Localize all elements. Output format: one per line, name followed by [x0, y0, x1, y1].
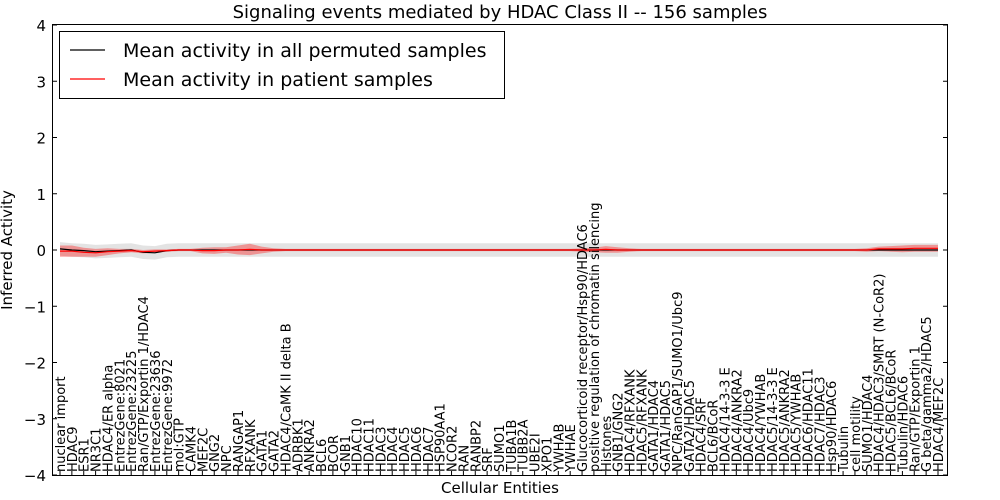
x-tick-label: RANBP2 — [469, 420, 484, 472]
x-tick-label: HDAC6 — [410, 426, 425, 472]
x-tick-label: positive regulation of chromatin silenci… — [588, 202, 603, 472]
x-tick-label: HDAC9 — [66, 426, 81, 472]
x-tick-label: Histones — [600, 416, 615, 472]
y-tick-label: −2 — [24, 355, 46, 373]
line-patient — [60, 247, 938, 254]
x-tick-label: EntrezGene:23636 — [149, 351, 164, 472]
x-tick-label: cell motility — [849, 396, 864, 472]
x-tick-label: HDAC4/14-3-3 E — [718, 367, 733, 472]
x-tick-label: HDAC5/RFXANK — [635, 369, 650, 472]
x-tick-label: ANKRA2 — [303, 419, 318, 472]
x-tick-label: HDAC4/YWHAB — [754, 374, 769, 472]
x-tick-label: NPC — [220, 445, 235, 472]
x-tick-label: SUMO1 — [493, 425, 508, 473]
x-tick-label: HDAC4/CaMK II delta B — [279, 323, 294, 472]
x-tick-label: HDAC5/BCL6/BCoR — [885, 350, 900, 472]
x-tick-label: TUBB2A — [517, 419, 532, 473]
x-tick-label: GATA1 — [256, 430, 271, 472]
x-tick-label: RANGAP1 — [232, 410, 247, 472]
y-tick-label: −1 — [24, 298, 46, 316]
x-tick-label: GATA2 — [268, 430, 283, 472]
x-tick-label: Ran/GTP/Exportin 1 — [908, 346, 923, 472]
x-tick-label: GNG2 — [208, 434, 223, 472]
x-tick-label: Glucocorticoid receptor/Hsp90/HDAC6 — [576, 224, 591, 472]
x-tick-label: HDAC4/SRF — [695, 397, 710, 472]
x-tick-label: ADRBK1 — [291, 418, 306, 472]
x-tick-label: HDAC4/Ubc9 — [742, 389, 757, 472]
y-tick-label: 4 — [36, 17, 46, 35]
x-tick-label: MEF2C — [196, 428, 211, 472]
x-tick-label: XPO1 — [540, 437, 555, 472]
x-axis-title: Cellular Entities — [441, 479, 559, 497]
x-tick-label: CAMK4 — [185, 426, 200, 472]
x-tick-label: BCL6 — [315, 439, 330, 472]
x-tick-label: UBE2I — [529, 433, 544, 472]
x-tick-label: BCOR — [327, 435, 342, 472]
x-tick-label: HDAC4/HDAC3/SMRT (N-CoR2) — [873, 274, 888, 472]
x-tick-label: HDAC5 — [398, 426, 413, 472]
x-tick-label: nuclear import — [54, 376, 69, 472]
x-tick-label: RFXANK — [244, 419, 259, 472]
x-tick-label: NPC/RanGAP1/SUMO1/Ubc9 — [671, 292, 686, 472]
x-tick-label: HDAC4/MEF2C — [932, 378, 947, 472]
legend: Mean activity in all permuted samples Me… — [59, 31, 505, 99]
x-tick-label: YWHAB — [552, 424, 567, 473]
x-tick-label: HDAC5/YWHAB — [790, 374, 805, 472]
x-tick-label: HDAC4/ER alpha — [101, 365, 116, 472]
x-tick-label: HDAC4/ANKRA2 — [730, 369, 745, 472]
x-tick-label: HDAC4 — [386, 426, 401, 472]
x-tick-label: ESR1 — [78, 438, 93, 472]
x-tick-label: YWHAE — [564, 424, 579, 473]
x-tick-label: HDAC11 — [362, 418, 377, 472]
y-tick-label: 2 — [36, 130, 46, 148]
x-tick-label: GNB1 — [339, 435, 354, 472]
x-tick-label: HDAC3 — [374, 426, 389, 472]
x-tick-label: HDAC4/RFXANK — [624, 369, 639, 472]
series-lines — [59, 247, 938, 254]
legend-label-patient: Mean activity in patient samples — [123, 69, 433, 91]
legend-box — [59, 31, 505, 99]
x-tick-label: G beta/gamma2/HDAC5 — [920, 316, 935, 472]
x-tick-label: Ran/GTP/Exportin 1/HDAC4 — [137, 296, 152, 472]
y-axis-title: Inferred Activity — [0, 190, 16, 310]
error-bands — [60, 242, 938, 260]
y-tick-label: 3 — [36, 73, 46, 91]
x-tick-label: HDAC6/HDAC11 — [801, 368, 816, 472]
y-axis: 4 3 2 1 0 −1 −2 −3 −4 — [24, 17, 948, 485]
x-tick-label: SUMO1/HDAC4 — [861, 375, 876, 472]
x-tick-label: NCOR2 — [446, 426, 461, 472]
x-tick-label: HDAC7/HDAC3 — [813, 376, 828, 472]
x-tick-label: Hsp90/HDAC6 — [825, 381, 840, 472]
band-permuted — [60, 242, 938, 260]
y-tick-label: 1 — [36, 186, 46, 204]
x-tick-label: GATA1/HDAC4 — [647, 380, 662, 472]
x-tick-label: GATA1/HDAC5 — [659, 380, 674, 472]
chart-title: Signaling events mediated by HDAC Class … — [233, 2, 768, 23]
x-tick-label: HSP90AA1 — [434, 403, 449, 472]
x-tick-label: EntrezGene:23225 — [125, 351, 140, 472]
x-tick-label: EntrezGene:9972 — [161, 359, 176, 472]
x-tick-label: Tubulin — [837, 426, 852, 473]
legend-label-permuted: Mean activity in all permuted samples — [123, 40, 486, 62]
x-tick-label: GNB1/GNG2 — [612, 392, 627, 472]
x-tick-label: HDAC7 — [422, 426, 437, 472]
y-tick-label: −4 — [24, 467, 46, 485]
x-tick-label: Tubulin/HDAC6 — [896, 376, 911, 473]
x-tick-label: mol:GTP — [173, 418, 188, 472]
x-tick-label: SRF — [481, 447, 496, 472]
y-tick-label: −3 — [24, 411, 46, 429]
y-tick-label: 0 — [36, 242, 46, 260]
x-tick-label: HDAC10 — [351, 418, 366, 472]
x-tick-label: NR3C1 — [90, 428, 105, 472]
x-tick-label: BCL6/BCoR — [707, 400, 722, 472]
x-tick-label: EntrezGene:8021 — [113, 359, 128, 472]
x-tick-label: TUBA1B — [505, 420, 520, 473]
x-tick-label: RAN — [457, 445, 472, 472]
x-tick-label: HDAC5/ANKRA2 — [778, 369, 793, 472]
x-tick-label: GATA2/HDAC5 — [683, 380, 698, 472]
x-tick-label: HDAC5/14-3-3 E — [766, 367, 781, 472]
